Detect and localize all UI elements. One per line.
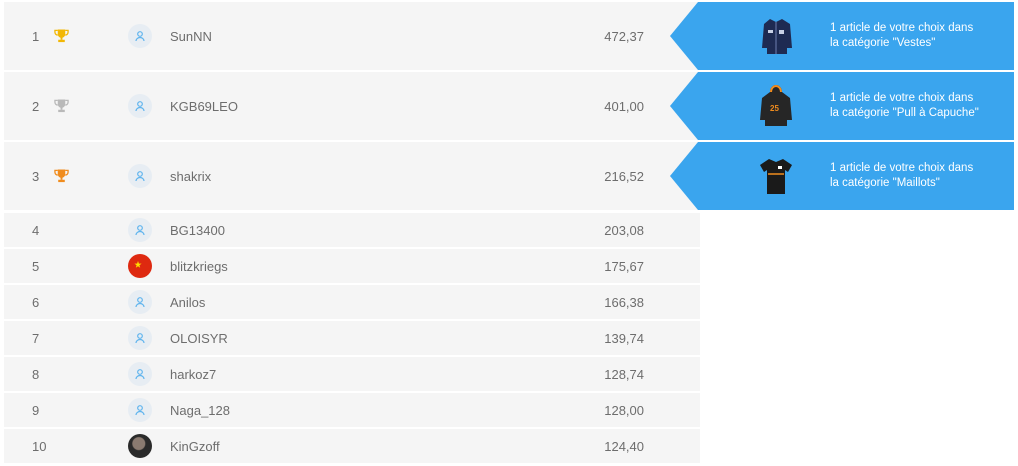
player-name[interactable]: KinGzoff [170, 438, 220, 454]
rank-cell: 6 [32, 295, 72, 310]
photo-avatar[interactable] [128, 434, 152, 458]
rank-number: 6 [32, 294, 40, 310]
jacket-icon [758, 14, 794, 58]
rank-cell: 10 [32, 439, 72, 454]
user-icon [135, 101, 145, 112]
silver-trophy-icon [54, 99, 69, 113]
player-score: 203,08 [604, 222, 644, 238]
user-avatar[interactable] [128, 326, 152, 350]
rank-cell: 8 [32, 367, 72, 382]
user-avatar[interactable] [128, 94, 152, 118]
player-name[interactable]: Naga_128 [170, 402, 230, 418]
player-name[interactable]: KGB69LEO [170, 98, 238, 114]
leaderboard-row-9: 9 Naga_128 128,00 [4, 393, 700, 427]
rank-cell: 9 [32, 403, 72, 418]
player-score: 175,67 [604, 258, 644, 274]
player-score: 216,52 [604, 168, 644, 184]
player-name[interactable]: Anilos [170, 294, 206, 310]
rank-number: 4 [32, 222, 40, 238]
rank-number: 7 [32, 330, 40, 346]
hoodie-icon: 25 [758, 84, 794, 128]
prize-line: 1 article de votre choix dans [830, 92, 974, 104]
gold-trophy-icon [54, 29, 69, 43]
player-name[interactable]: BG13400 [170, 222, 225, 238]
player-score: 128,74 [604, 366, 644, 382]
jersey-icon [758, 154, 794, 198]
player-score: 139,74 [604, 330, 644, 346]
player-name[interactable]: OLOISYR [170, 330, 228, 346]
rank-number: 9 [32, 402, 40, 418]
leaderboard-row-8: 8 harkoz7 128,74 [4, 357, 700, 391]
prize-description: 1 article de votre choix dans la catégor… [830, 91, 1000, 121]
user-icon [135, 225, 145, 236]
player-name[interactable]: harkoz7 [170, 366, 217, 382]
rank-number: 2 [32, 98, 40, 114]
user-avatar[interactable] [128, 362, 152, 386]
user-icon [135, 333, 145, 344]
user-avatar[interactable] [128, 24, 152, 48]
rank-number: 1 [32, 28, 40, 44]
prize-description: 1 article de votre choix dans la catégor… [830, 161, 1000, 191]
prize-line: la catégorie "Pull à Capuche" [830, 107, 979, 119]
prize-banner-3[interactable]: 1 article de votre choix dans la catégor… [670, 142, 1014, 210]
star-icon [134, 261, 142, 268]
prize-line: la catégorie "Vestes" [830, 37, 936, 49]
user-icon [135, 369, 145, 380]
prize-description: 1 article de votre choix dans la catégor… [830, 21, 1000, 51]
player-score: 401,00 [604, 98, 644, 114]
svg-text:25: 25 [770, 104, 779, 113]
leaderboard-row-6: 6 Anilos 166,38 [4, 285, 700, 319]
rank-cell: 1 [32, 28, 72, 44]
prize-line: 1 article de votre choix dans [830, 22, 974, 34]
user-avatar[interactable] [128, 164, 152, 188]
user-avatar[interactable] [128, 398, 152, 422]
rank-cell: 3 [32, 168, 72, 184]
leaderboard-row-2: 2 KGB69LEO 401,00 [4, 72, 700, 140]
player-score: 472,37 [604, 28, 644, 44]
leaderboard-row-10: 10 KinGzoff 124,40 [4, 429, 700, 463]
user-icon [135, 31, 145, 42]
leaderboard-row-5: 5 blitzkriegs 175,67 [4, 249, 700, 283]
prize-banner-1[interactable]: 1 article de votre choix dans la catégor… [670, 2, 1014, 70]
leaderboard-row-7: 7 OLOISYR 139,74 [4, 321, 700, 355]
prize-line: la catégorie "Maillots" [830, 177, 940, 189]
user-icon [135, 405, 145, 416]
user-icon [135, 297, 145, 308]
rank-number: 10 [32, 438, 47, 454]
player-name[interactable]: shakrix [170, 168, 212, 184]
leaderboard-row-1: 1 SunNN 472,37 [4, 2, 700, 70]
leaderboard-row-4: 4 BG13400 203,08 [4, 213, 700, 247]
rank-number: 5 [32, 258, 40, 274]
rank-cell: 4 [32, 223, 72, 238]
player-name[interactable]: SunNN [170, 28, 212, 44]
user-icon [135, 171, 145, 182]
prize-line: 1 article de votre choix dans [830, 162, 974, 174]
user-avatar[interactable] [128, 290, 152, 314]
leaderboard-row-3: 3 shakrix 216,52 [4, 142, 700, 210]
rank-number: 3 [32, 168, 40, 184]
rank-cell: 2 [32, 98, 72, 114]
rank-number: 8 [32, 366, 40, 382]
prize-banner-2[interactable]: 25 1 article de votre choix dans la caté… [670, 72, 1014, 140]
player-score: 124,40 [604, 438, 644, 454]
player-score: 166,38 [604, 294, 644, 310]
player-name[interactable]: blitzkriegs [170, 258, 228, 274]
china-flag-avatar[interactable] [128, 254, 152, 278]
player-score: 128,00 [604, 402, 644, 418]
bronze-trophy-icon [54, 169, 69, 183]
rank-cell: 5 [32, 259, 72, 274]
user-avatar[interactable] [128, 218, 152, 242]
rank-cell: 7 [32, 331, 72, 346]
